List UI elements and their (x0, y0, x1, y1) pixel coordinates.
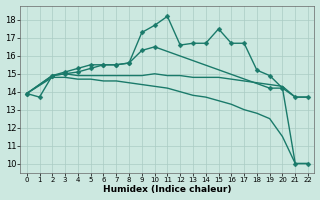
X-axis label: Humidex (Indice chaleur): Humidex (Indice chaleur) (103, 185, 232, 194)
